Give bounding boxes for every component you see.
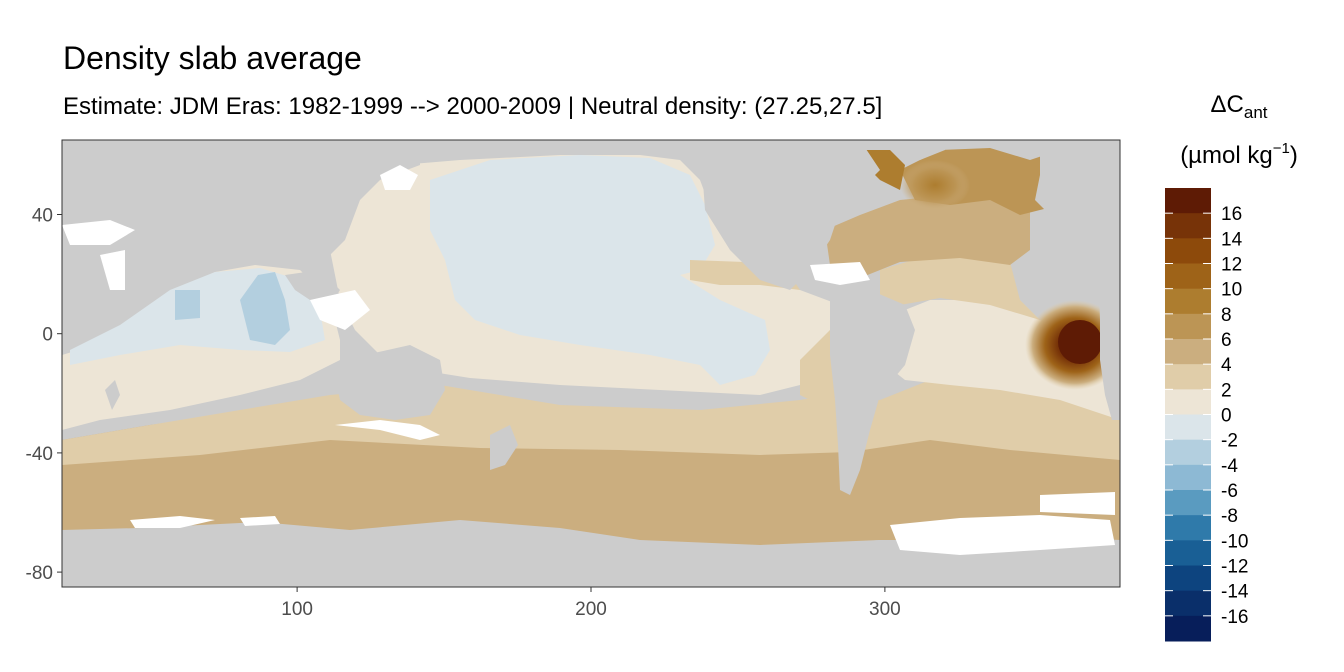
y-axis: 40 0 -40 -80 <box>26 206 62 584</box>
nodata-red-sea <box>100 250 125 290</box>
legend-label: 2 <box>1221 380 1232 401</box>
ocean-atlantic-tropical <box>880 255 1040 320</box>
legend-color-step <box>1165 263 1211 290</box>
legend-color-step <box>1165 288 1211 315</box>
land-africa-east <box>1098 250 1120 420</box>
legend-color-step <box>1165 313 1211 340</box>
legend-label: -10 <box>1221 531 1248 552</box>
legend-unit: (µmol kg−1) <box>1180 140 1298 169</box>
y-tick-label: 0 <box>42 325 53 346</box>
land-asia <box>62 140 420 300</box>
nodata-ross-small <box>240 516 280 526</box>
legend-color-step <box>1165 464 1211 491</box>
ocean-pacific-negative <box>430 155 770 385</box>
legend-color-step <box>1165 213 1211 239</box>
ocean-indian-negative-strong <box>240 272 290 345</box>
legend-color-step <box>1165 339 1211 365</box>
nodata-southeast-atlantic <box>1040 492 1115 515</box>
nodata-japan <box>380 165 418 190</box>
ocean-atlantic-north <box>825 185 1030 280</box>
y-tick-label: -40 <box>26 444 53 465</box>
land-europe <box>1035 140 1120 245</box>
nodata-australia-south <box>335 420 440 440</box>
x-tick-label: 200 <box>575 599 607 620</box>
nodata-pacific-north-ridge <box>62 220 135 245</box>
legend-title-main: ΔC <box>1210 91 1243 118</box>
nodata-caribbean <box>810 262 870 285</box>
map-layer <box>62 140 1120 587</box>
legend-title-sub: ant <box>1244 103 1268 122</box>
legend-colorbar <box>1165 188 1211 642</box>
legend-color-step <box>1165 439 1211 466</box>
legend-label: 14 <box>1221 229 1243 250</box>
land-new-zealand <box>490 425 518 470</box>
legend-label: 8 <box>1221 305 1232 326</box>
nodata-ross <box>130 516 215 528</box>
y-tick-label: -80 <box>26 563 53 584</box>
legend-color-step <box>1165 188 1211 214</box>
legend-label: -16 <box>1221 607 1248 628</box>
land-australia <box>335 345 445 420</box>
legend-labels: 16 14 12 10 8 6 4 2 0 -2 -4 -6 -8 -10 -12 -14 -16 <box>1221 204 1249 628</box>
legend-unit-close: ) <box>1290 142 1298 169</box>
legend-color-step <box>1165 540 1211 566</box>
legend-color-step <box>1165 590 1211 617</box>
legend-unit-main: (µmol kg <box>1180 142 1273 169</box>
chart-subtitle: Estimate: JDM Eras: 1982-1999 --> 2000-2… <box>63 93 883 120</box>
land-north-america <box>700 140 880 290</box>
legend-label: -12 <box>1221 557 1248 578</box>
legend-label: -8 <box>1221 506 1238 527</box>
legend-label: -4 <box>1221 456 1238 477</box>
legend-color-step <box>1165 364 1211 390</box>
nodata-indonesia <box>310 290 370 330</box>
legend-label: 12 <box>1221 255 1242 276</box>
legend-label: 16 <box>1221 204 1242 225</box>
legend-color-step <box>1165 389 1211 415</box>
legend-label: 10 <box>1221 280 1242 301</box>
legend-color-step <box>1165 565 1211 592</box>
legend-label: 4 <box>1221 355 1232 376</box>
ocean-arabian-negative <box>175 290 200 320</box>
land-antarctica <box>62 520 1120 587</box>
legend-label: -14 <box>1221 582 1249 603</box>
legend: ΔCant (µmol kg−1) 16 14 12 10 8 6 4 2 0 -2 -4 -6 -8 -… <box>1165 91 1298 642</box>
ocean-labrador-sea-high <box>900 160 970 210</box>
land-maritime-continent <box>285 270 340 305</box>
x-axis: 100 200 300 <box>281 587 901 620</box>
legend-label: -6 <box>1221 481 1238 502</box>
chart-title: Density slab average <box>63 40 362 76</box>
legend-color-step <box>1165 615 1211 642</box>
legend-title: ΔCant <box>1210 91 1267 122</box>
legend-label: 6 <box>1221 330 1232 351</box>
land-greenland <box>895 140 950 160</box>
y-tick-label: 40 <box>32 206 53 227</box>
land-south-america <box>830 290 915 495</box>
legend-label: -2 <box>1221 431 1238 452</box>
legend-color-step <box>1165 414 1211 441</box>
legend-color-step <box>1165 238 1211 264</box>
legend-unit-sup: −1 <box>1273 140 1290 157</box>
legend-color-step <box>1165 515 1211 541</box>
nodata-weddell <box>890 515 1115 555</box>
x-tick-label: 300 <box>869 599 901 620</box>
x-tick-label: 100 <box>281 599 313 620</box>
land-madagascar <box>105 380 120 410</box>
ocean-hotspot-core <box>1058 320 1102 364</box>
legend-color-step <box>1165 490 1211 516</box>
legend-label: 0 <box>1221 406 1232 427</box>
